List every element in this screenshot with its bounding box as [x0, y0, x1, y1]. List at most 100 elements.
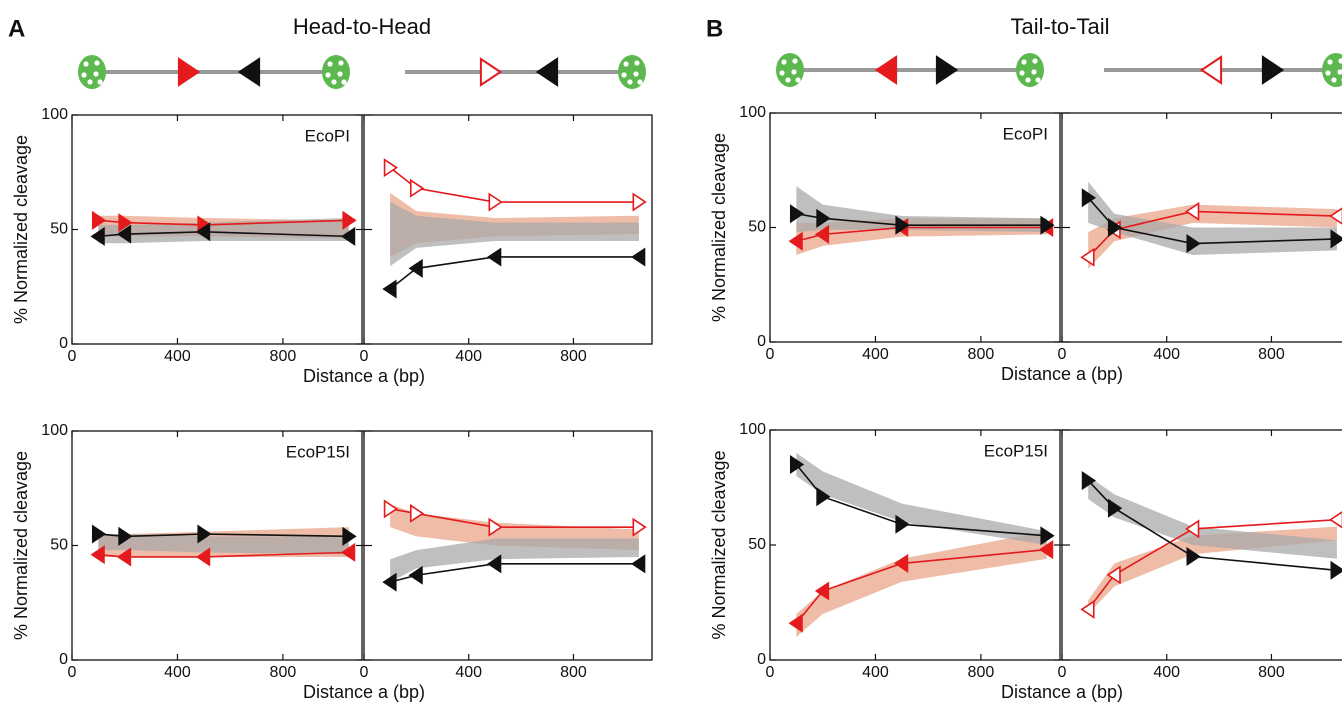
data-point	[789, 455, 805, 474]
range-band	[796, 531, 1047, 637]
y-tick-label: 50	[748, 219, 766, 236]
x-tick-label: 800	[968, 664, 995, 681]
x-tick-label: 400	[455, 664, 482, 681]
x-axis-label: Distance a (bp)	[1001, 364, 1123, 384]
y-axis-label: % Normalized cleavage	[11, 135, 31, 324]
data-point	[816, 487, 831, 507]
data-point	[342, 210, 357, 230]
data-point	[788, 613, 803, 633]
y-axis-label: % Normalized cleavage	[709, 133, 729, 322]
data-point	[632, 517, 647, 537]
data-point	[816, 208, 831, 228]
data-line	[98, 230, 349, 238]
x-tick-label: 400	[862, 346, 889, 363]
protein-spot	[623, 61, 629, 67]
data-point	[383, 158, 399, 178]
protein-spot	[1032, 58, 1038, 64]
data-point	[1040, 526, 1055, 546]
data-point	[631, 247, 646, 267]
protein-spot	[785, 77, 791, 83]
x-tick-label: 400	[164, 348, 191, 365]
data-point	[814, 581, 830, 601]
data-point	[90, 226, 105, 246]
data-point	[118, 526, 133, 546]
site-icon	[1199, 55, 1223, 85]
data-point	[1185, 519, 1200, 539]
x-tick-label: 800	[270, 348, 297, 365]
data-line	[1087, 210, 1337, 258]
y-tick-label: 0	[59, 651, 68, 668]
x-tick-label: 0	[766, 346, 775, 363]
data-point	[1106, 565, 1121, 585]
protein-spot	[1331, 77, 1337, 83]
protein-spot	[327, 61, 333, 67]
data-line	[390, 508, 639, 528]
data-point	[340, 542, 356, 562]
protein-spot	[1025, 77, 1031, 83]
data-point	[1081, 188, 1097, 208]
data-point	[1185, 201, 1200, 221]
range-band	[1088, 476, 1337, 559]
x-tick-label: 400	[1153, 346, 1180, 363]
data-point	[197, 524, 212, 544]
site-icon	[935, 55, 959, 85]
x-tick-label: 0	[360, 664, 369, 681]
protein-spot	[791, 69, 797, 75]
y-tick-label: 100	[41, 106, 68, 123]
x-tick-label: 800	[1258, 664, 1285, 681]
data-point	[1186, 547, 1201, 566]
data-point	[409, 503, 425, 523]
chart-title: EcoPI	[305, 126, 350, 145]
x-tick-label: 0	[360, 348, 369, 365]
range-band	[796, 186, 1047, 233]
data-point	[116, 547, 132, 567]
panel-title: Head-to-Head	[293, 14, 431, 39]
panel-label: B	[706, 15, 723, 42]
y-tick-label: 50	[50, 537, 68, 554]
protein-spot	[633, 71, 639, 77]
range-band	[390, 538, 639, 583]
axes-frame	[1061, 429, 1342, 661]
data-point	[1330, 560, 1342, 580]
range-band	[390, 202, 639, 267]
protein-icon	[776, 53, 804, 87]
protein-icon	[1322, 53, 1342, 87]
y-tick-label: 0	[59, 335, 68, 352]
data-point	[632, 192, 647, 212]
data-point	[487, 554, 502, 574]
data-point	[409, 178, 425, 198]
panel-label: A	[8, 15, 25, 42]
data-point	[814, 224, 830, 244]
range-band	[1088, 181, 1337, 255]
site-icon	[1261, 55, 1285, 85]
protein-spot	[627, 79, 633, 85]
data-point	[1107, 218, 1123, 237]
data-point	[893, 553, 909, 573]
y-axis-label: % Normalized cleavage	[709, 450, 729, 639]
data-point	[895, 514, 910, 534]
data-point	[382, 279, 397, 299]
data-point	[631, 554, 646, 574]
data-point	[90, 545, 105, 565]
x-tick-label: 400	[164, 664, 191, 681]
data-point	[118, 213, 133, 233]
data-point	[408, 258, 423, 278]
x-tick-label: 0	[68, 348, 77, 365]
chart-title: EcoP15I	[984, 441, 1048, 460]
x-axis-label: Distance a (bp)	[1001, 682, 1123, 702]
x-tick-label: 400	[1153, 664, 1180, 681]
data-point	[1330, 229, 1342, 249]
data-point	[383, 499, 399, 519]
protein-spot	[93, 71, 99, 77]
protein-spot	[1327, 59, 1333, 65]
protein-spot	[781, 59, 787, 65]
chart-title: EcoP15I	[286, 442, 350, 461]
x-tick-label: 800	[560, 664, 587, 681]
protein-spot	[87, 79, 93, 85]
x-tick-label: 400	[862, 664, 889, 681]
axes-frame	[1061, 112, 1342, 343]
y-tick-label: 50	[50, 221, 68, 238]
data-line	[796, 212, 1047, 227]
protein-spot	[331, 79, 337, 85]
